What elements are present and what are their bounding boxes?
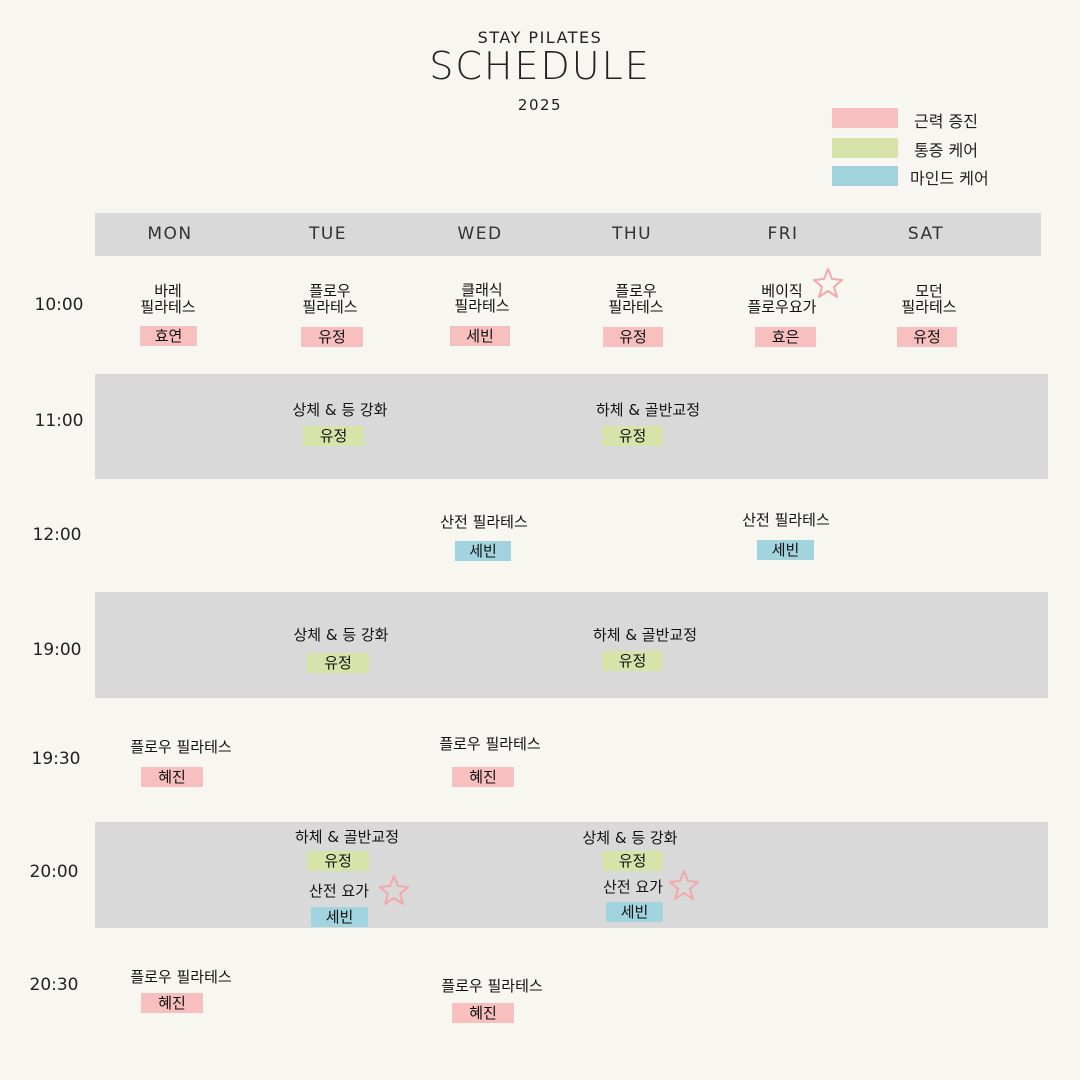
instructor-tag: 유정 xyxy=(602,851,663,871)
class-name: 산전 필라테스 xyxy=(440,513,528,531)
legend-label-strength: 근력 증진 xyxy=(914,112,978,131)
instructor-tag: 효연 xyxy=(140,326,197,346)
class-name: 플로우 필라테스 xyxy=(302,282,358,316)
instructor-tag: 혜진 xyxy=(141,993,203,1013)
class-name: 산전 요가 xyxy=(603,878,663,896)
class-name: 플로우 필라테스 xyxy=(130,968,232,986)
instructor-tag: 유정 xyxy=(603,327,663,347)
time-label-1930: 19:30 xyxy=(31,749,81,769)
time-label-1900: 19:00 xyxy=(32,640,82,660)
row-band-1100 xyxy=(95,374,1048,479)
day-header-row xyxy=(95,213,1041,256)
class-name: 플로우 필라테스 xyxy=(441,977,543,995)
time-label-1000: 10:00 xyxy=(34,295,84,315)
day-label-sat: SAT xyxy=(907,224,945,244)
time-label-2000: 20:00 xyxy=(29,862,79,882)
row-band-1900 xyxy=(95,592,1048,698)
instructor-tag: 유정 xyxy=(307,653,369,673)
legend: 근력 증진 통증 케어 마인드 케어 xyxy=(832,108,1032,190)
class-name: 클래식 필라테스 xyxy=(454,281,510,315)
instructor-tag: 세빈 xyxy=(606,902,663,922)
instructor-tag: 유정 xyxy=(307,851,369,871)
day-label-fri: FRI xyxy=(767,224,799,244)
instructor-tag: 혜진 xyxy=(452,1003,514,1023)
legend-swatch-strength xyxy=(832,108,898,128)
brand-name: STAY PILATES xyxy=(477,28,603,47)
class-name: 바레 필라테스 xyxy=(140,282,196,316)
star-icon xyxy=(669,870,699,900)
time-label-1200: 12:00 xyxy=(32,525,82,545)
instructor-tag: 유정 xyxy=(303,426,364,446)
row-band-2000 xyxy=(95,822,1048,928)
class-name: 상체 & 등 강화 xyxy=(293,626,389,644)
class-name: 플로우 필라테스 xyxy=(439,735,541,753)
day-label-wed: WED xyxy=(457,224,503,244)
instructor-tag: 유정 xyxy=(301,327,363,347)
instructor-tag: 유정 xyxy=(897,327,957,347)
class-name: 산전 요가 xyxy=(309,882,369,900)
instructor-tag: 세빈 xyxy=(455,541,511,561)
star-icon xyxy=(379,875,409,905)
page-title: SCHEDULE xyxy=(429,44,651,88)
class-name: 플로우 필라테스 xyxy=(130,738,232,756)
instructor-tag: 혜진 xyxy=(141,767,203,787)
legend-label-mind: 마인드 케어 xyxy=(910,169,989,188)
class-name: 하체 & 골반교정 xyxy=(592,626,698,644)
class-name: 플로우 필라테스 xyxy=(608,282,664,316)
class-name: 상체 & 등 강화 xyxy=(582,829,678,847)
class-name: 하체 & 골반교정 xyxy=(595,401,701,419)
class-name: 산전 필라테스 xyxy=(742,511,830,529)
instructor-tag: 유정 xyxy=(602,426,663,446)
instructor-tag: 효은 xyxy=(755,327,816,347)
time-label-1100: 11:00 xyxy=(34,411,84,431)
day-label-tue: TUE xyxy=(308,224,348,244)
legend-swatch-pain xyxy=(832,138,898,158)
year-label: 2025 xyxy=(517,96,563,114)
legend-label-pain: 통증 케어 xyxy=(914,141,978,160)
legend-swatch-mind xyxy=(832,166,898,186)
time-label-2030: 20:30 xyxy=(29,975,79,995)
instructor-tag: 유정 xyxy=(602,651,663,671)
instructor-tag: 세빈 xyxy=(311,907,368,927)
class-name: 베이직 플로우요가 xyxy=(747,282,817,316)
star-icon xyxy=(813,268,843,298)
class-name: 하체 & 골반교정 xyxy=(294,828,400,846)
class-name: 상체 & 등 강화 xyxy=(292,401,388,419)
instructor-tag: 세빈 xyxy=(450,326,510,346)
instructor-tag: 혜진 xyxy=(452,767,514,787)
day-label-thu: THU xyxy=(611,224,653,244)
instructor-tag: 세빈 xyxy=(757,540,814,560)
day-label-mon: MON xyxy=(147,224,193,244)
class-name: 모던 필라테스 xyxy=(901,282,957,316)
